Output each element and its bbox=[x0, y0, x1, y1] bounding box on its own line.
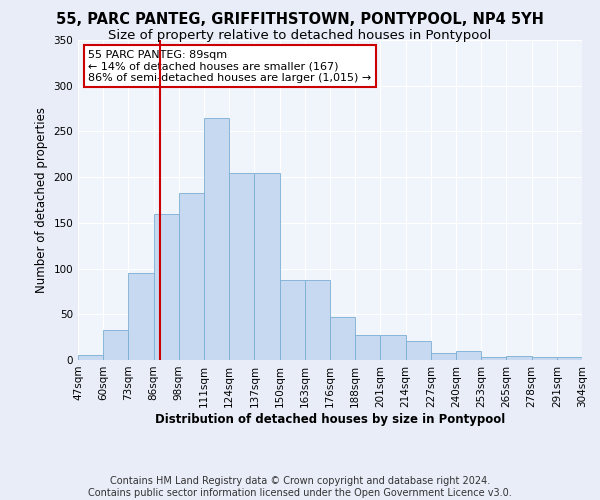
Text: Contains HM Land Registry data © Crown copyright and database right 2024.
Contai: Contains HM Land Registry data © Crown c… bbox=[88, 476, 512, 498]
Text: Size of property relative to detached houses in Pontypool: Size of property relative to detached ho… bbox=[109, 29, 491, 42]
X-axis label: Distribution of detached houses by size in Pontypool: Distribution of detached houses by size … bbox=[155, 412, 505, 426]
Bar bbox=[456, 351, 481, 360]
Bar bbox=[380, 336, 406, 360]
Bar bbox=[330, 317, 355, 360]
Bar bbox=[280, 280, 305, 360]
Bar bbox=[254, 172, 280, 360]
Bar bbox=[557, 358, 582, 360]
Bar bbox=[128, 273, 154, 360]
Bar bbox=[481, 358, 506, 360]
Text: 55, PARC PANTEG, GRIFFITHSTOWN, PONTYPOOL, NP4 5YH: 55, PARC PANTEG, GRIFFITHSTOWN, PONTYPOO… bbox=[56, 12, 544, 28]
Bar bbox=[204, 118, 229, 360]
Bar bbox=[532, 358, 557, 360]
Text: 55 PARC PANTEG: 89sqm
← 14% of detached houses are smaller (167)
86% of semi-det: 55 PARC PANTEG: 89sqm ← 14% of detached … bbox=[88, 50, 371, 83]
Bar bbox=[431, 352, 456, 360]
Bar bbox=[406, 341, 431, 360]
Y-axis label: Number of detached properties: Number of detached properties bbox=[35, 107, 48, 293]
Bar bbox=[229, 172, 254, 360]
Bar bbox=[103, 330, 128, 360]
Bar bbox=[78, 354, 103, 360]
Bar bbox=[154, 214, 179, 360]
Bar bbox=[179, 192, 204, 360]
Bar bbox=[506, 356, 532, 360]
Bar bbox=[305, 280, 330, 360]
Bar bbox=[355, 336, 380, 360]
